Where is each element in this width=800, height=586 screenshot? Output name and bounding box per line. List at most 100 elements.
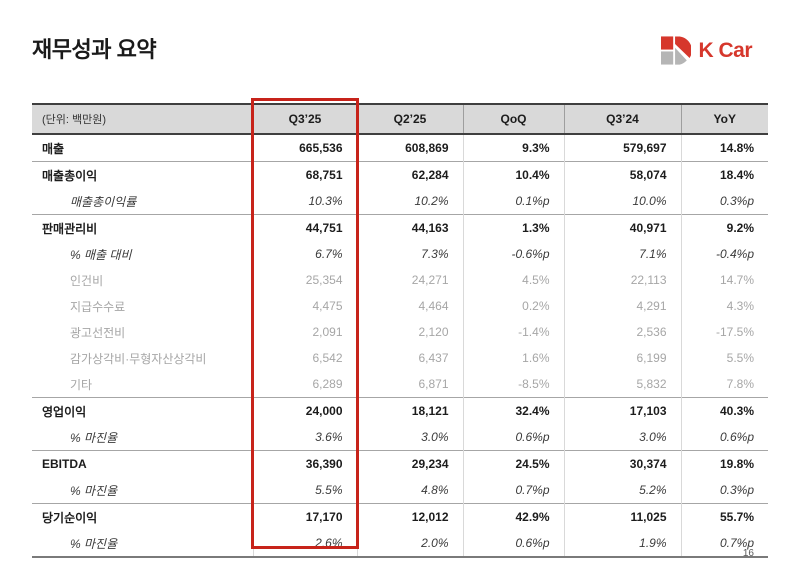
row-value: 36,390 (252, 450, 357, 477)
column-header-yoy: YoY (680, 104, 768, 134)
row-value: 7.3% (356, 241, 463, 267)
row-label: 기타 (70, 377, 93, 392)
row-label: 매출총이익 (42, 168, 98, 183)
row-value: 0.6%p (462, 424, 564, 451)
row-value: 6,437 (356, 345, 463, 371)
row-value: 17,103 (563, 397, 681, 424)
row-value: 6,542 (252, 345, 357, 371)
table-row: 영업이익 24,000 18,121 32.4% 17,103 40.3% (32, 397, 768, 424)
table-row: % 매출 대비 6.7% 7.3% -0.6%p 7.1% -0.4%p (32, 241, 768, 267)
row-value: 14.8% (680, 134, 768, 162)
row-value: 6,199 (563, 345, 681, 371)
row-value: -0.4%p (680, 241, 768, 267)
page-number: 16 (742, 548, 754, 559)
row-value: 2.0% (356, 530, 463, 557)
row-value: 0.7%p (462, 477, 564, 504)
row-value: 5.2% (563, 477, 681, 504)
row-value: 68,751 (252, 161, 357, 188)
row-value: 2,091 (252, 319, 357, 345)
row-label: 광고선전비 (70, 325, 126, 340)
row-value: 11,025 (563, 503, 681, 530)
row-label: % 마진율 (70, 430, 118, 445)
row-value: 44,751 (252, 214, 357, 241)
financial-summary-table: (단위: 백만원) Q3’25 Q2’25 QoQ Q3’24 YoY 매출 6… (32, 103, 768, 558)
row-value: 1.3% (462, 214, 564, 241)
table-row: 인건비 25,354 24,271 4.5% 22,113 14.7% (32, 267, 768, 293)
row-value: 40.3% (680, 397, 768, 424)
row-value: 22,113 (563, 267, 681, 293)
kcar-logo-icon (661, 36, 692, 65)
row-value: 32.4% (462, 397, 564, 424)
table-row: 매출총이익 68,751 62,284 10.4% 58,074 18.4% (32, 161, 768, 188)
row-value: 6,289 (252, 371, 357, 398)
row-value: 25,354 (252, 267, 357, 293)
row-value: 10.4% (462, 161, 564, 188)
row-value: 4,291 (563, 293, 681, 319)
row-value: 19.8% (680, 450, 768, 477)
row-value: 58,074 (563, 161, 681, 188)
row-value: 42.9% (462, 503, 564, 530)
row-value: 579,697 (563, 134, 681, 162)
row-value: 14.7% (680, 267, 768, 293)
row-value: 4.8% (356, 477, 463, 504)
row-value: 3.6% (252, 424, 357, 451)
row-value: 6,871 (356, 371, 463, 398)
row-value: 4,464 (356, 293, 463, 319)
row-value: 62,284 (356, 161, 463, 188)
row-value: 7.8% (680, 371, 768, 398)
row-value: 3.0% (563, 424, 681, 451)
table-row: % 마진율 5.5% 4.8% 0.7%p 5.2% 0.3%p (32, 477, 768, 504)
row-value: 2,120 (356, 319, 463, 345)
row-value: 10.2% (356, 188, 463, 215)
row-value: 3.0% (356, 424, 463, 451)
row-label: % 마진율 (70, 483, 118, 498)
row-value: 0.1%p (462, 188, 564, 215)
row-label: 영업이익 (42, 404, 87, 419)
row-value: 9.3% (462, 134, 564, 162)
table-row: EBITDA 36,390 29,234 24.5% 30,374 19.8% (32, 450, 768, 477)
table-row: 판매관리비 44,751 44,163 1.3% 40,971 9.2% (32, 214, 768, 241)
row-label: EBITDA (42, 457, 87, 471)
column-header-q3-25: Q3’25 (252, 104, 357, 134)
row-label: 지급수수료 (70, 299, 126, 314)
row-value: 5.5% (680, 345, 768, 371)
row-value: 1.6% (462, 345, 564, 371)
row-label: 인건비 (70, 273, 104, 288)
row-value: 0.3%p (680, 188, 768, 215)
row-value: 5.5% (252, 477, 357, 504)
row-value: 665,536 (252, 134, 357, 162)
kcar-logo: K Car (661, 36, 752, 65)
row-value: 55.7% (680, 503, 768, 530)
column-header-q2-25: Q2’25 (356, 104, 463, 134)
table-header-row: (단위: 백만원) Q3’25 Q2’25 QoQ Q3’24 YoY (32, 104, 768, 134)
table-row: 매출 665,536 608,869 9.3% 579,697 14.8% (32, 134, 768, 162)
row-value: 40,971 (563, 214, 681, 241)
row-label: 당기순이익 (42, 510, 98, 525)
row-label: % 마진율 (70, 536, 118, 551)
financial-table-wrap: (단위: 백만원) Q3’25 Q2’25 QoQ Q3’24 YoY 매출 6… (32, 103, 768, 558)
row-value: 0.6%p (680, 424, 768, 451)
row-value: 30,374 (563, 450, 681, 477)
row-value: 12,012 (356, 503, 463, 530)
column-header-q3-24: Q3’24 (563, 104, 681, 134)
row-value: 4.3% (680, 293, 768, 319)
row-label: % 매출 대비 (70, 247, 132, 262)
table-row: % 마진율 3.6% 3.0% 0.6%p 3.0% 0.6%p (32, 424, 768, 451)
table-row: 지급수수료 4,475 4,464 0.2% 4,291 4.3% (32, 293, 768, 319)
row-value: 10.0% (563, 188, 681, 215)
kcar-logo-text: K Car (698, 38, 752, 62)
row-value: 1.9% (563, 530, 681, 557)
row-label: 판매관리비 (42, 221, 98, 236)
table-row: 기타 6,289 6,871 -8.5% 5,832 7.8% (32, 371, 768, 398)
row-value: 0.3%p (680, 477, 768, 504)
table-row: 매출총이익률 10.3% 10.2% 0.1%p 10.0% 0.3%p (32, 188, 768, 215)
row-value: -0.6%p (462, 241, 564, 267)
row-value: 7.1% (563, 241, 681, 267)
table-row: % 마진율 2.6% 2.0% 0.6%p 1.9% 0.7%p (32, 530, 768, 557)
row-value: 24.5% (462, 450, 564, 477)
row-value: 0.7%p (680, 530, 768, 557)
column-header-qoq: QoQ (462, 104, 564, 134)
row-value: 24,271 (356, 267, 463, 293)
row-value: 18.4% (680, 161, 768, 188)
